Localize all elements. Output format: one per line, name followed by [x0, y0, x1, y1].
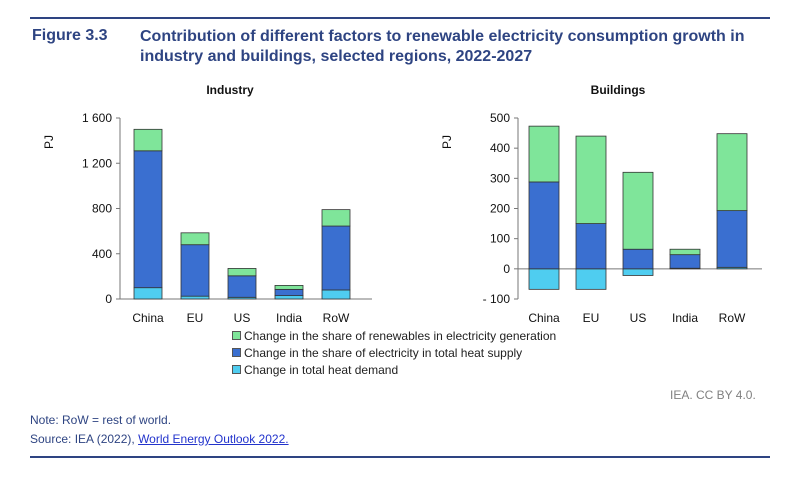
industry-y-tick-label: 0 [105, 292, 112, 306]
industry-bar-heat_demand-row [321, 289, 351, 300]
buildings-bar-renewables_share-us [622, 171, 654, 250]
buildings-bar-renewables_share-eu [575, 135, 607, 224]
buildings-category-label: China [528, 311, 560, 325]
top-rule [30, 17, 770, 19]
note-text: Note: RoW = rest of world. [30, 413, 172, 427]
buildings-y-tick-label: 0 [503, 262, 510, 276]
industry-bar-renewables_share-china [133, 128, 163, 152]
industry-bar-renewables_share-us [227, 268, 257, 277]
buildings-y-tick-label: 100 [490, 232, 510, 246]
industry-chart-title: Industry [206, 83, 254, 97]
industry-bar-renewables_share-row [321, 209, 351, 227]
buildings-bar-electricity_share-us [622, 248, 654, 270]
buildings-y-tick-label: 200 [490, 202, 510, 216]
buildings-y-tick-label: 400 [490, 141, 510, 155]
industry-bar-electricity_share-row [321, 225, 351, 291]
buildings-category-label: EU [583, 311, 600, 325]
buildings-y-tick-label: - 100 [483, 292, 511, 306]
buildings-bar-heat_demand-us [622, 268, 654, 276]
buildings-category-label: US [630, 311, 647, 325]
buildings-y-tick-label: 300 [490, 171, 510, 185]
buildings-bar-electricity_share-eu [575, 223, 607, 270]
industry-y-tick-label: 1 600 [82, 111, 112, 125]
industry-bar-heat_demand-india [274, 295, 304, 300]
legend-item-electricity: Change in the share of electricity in to… [232, 344, 556, 361]
industry-bar-renewables_share-eu [180, 232, 210, 246]
bottom-rule [30, 456, 770, 458]
industry-y-axis-label: PJ [42, 135, 56, 149]
legend-label-electricity: Change in the share of electricity in to… [244, 345, 523, 360]
industry-y-tick-label: 800 [92, 202, 112, 216]
buildings-bar-renewables_share-china [528, 125, 560, 183]
industry-bar-electricity_share-eu [180, 244, 210, 297]
industry-category-label: EU [187, 311, 204, 325]
industry-bar-electricity_share-us [227, 275, 257, 298]
industry-bar-heat_demand-eu [180, 295, 210, 300]
buildings-bar-electricity_share-india [669, 254, 701, 269]
source-link[interactable]: World Energy Outlook 2022. [138, 432, 289, 446]
buildings-category-label: India [672, 311, 698, 325]
credit: IEA. CC BY 4.0. [670, 388, 756, 402]
buildings-bar-heat_demand-china [528, 268, 560, 290]
legend-swatch-heat-demand [232, 365, 241, 374]
figure-title: Contribution of different factors to ren… [140, 28, 745, 65]
buildings-chart-title: Buildings [591, 83, 646, 97]
legend-label-heat-demand: Change in total heat demand [244, 362, 399, 377]
industry-bar-renewables_share-india [274, 285, 304, 290]
industry-bar-electricity_share-india [274, 288, 304, 297]
industry-y-tick-label: 400 [92, 247, 112, 261]
buildings-bar-renewables_share-row [716, 133, 748, 212]
legend-label-renewables: Change in the share of renewables in ele… [244, 328, 557, 343]
industry-bar-electricity_share-china [133, 150, 163, 289]
industry-category-label: China [132, 311, 164, 325]
buildings-bar-electricity_share-china [528, 181, 560, 270]
legend-item-heat-demand: Change in total heat demand [232, 361, 556, 378]
industry-category-label: India [276, 311, 302, 325]
figure-number: Figure 3.3 [32, 27, 108, 44]
industry-category-label: US [234, 311, 251, 325]
industry-bar-heat_demand-china [133, 287, 163, 300]
legend-item-renewables: Change in the share of renewables in ele… [232, 327, 556, 344]
legend-swatch-renewables [232, 331, 241, 340]
source-line: Source: IEA (2022), World Energy Outlook… [30, 432, 289, 446]
buildings-bar-heat_demand-eu [575, 268, 607, 290]
industry-category-label: RoW [323, 311, 350, 325]
buildings-y-tick-label: 500 [490, 111, 510, 125]
buildings-bar-renewables_share-india [669, 248, 701, 256]
legend: Change in the share of renewables in ele… [232, 327, 556, 378]
buildings-bar-electricity_share-row [716, 210, 748, 268]
buildings-category-label: RoW [719, 311, 746, 325]
buildings-y-axis-label: PJ [440, 135, 454, 149]
legend-swatch-electricity [232, 348, 241, 357]
source-prefix: Source: IEA (2022), [30, 432, 139, 446]
industry-y-tick-label: 1 200 [82, 156, 112, 170]
